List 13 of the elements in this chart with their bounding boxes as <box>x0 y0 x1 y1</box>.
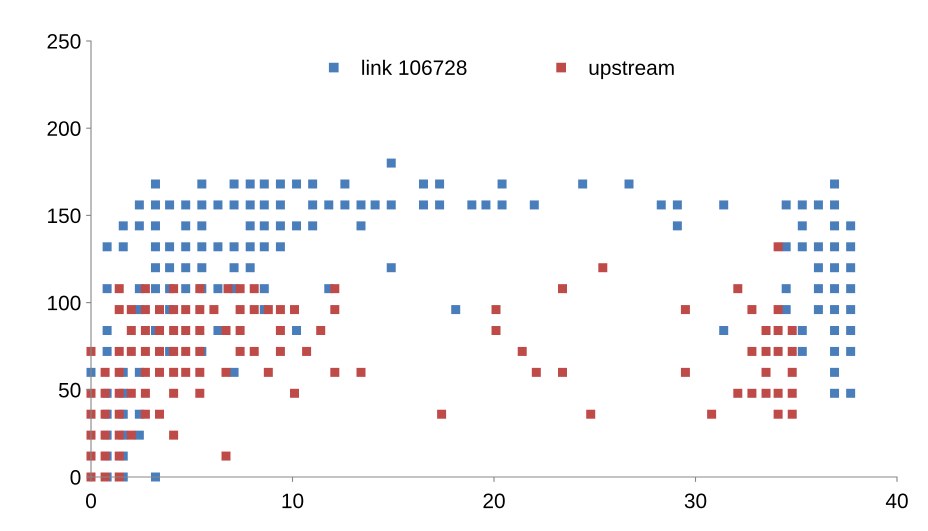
y-tick-label: 0 <box>70 470 80 485</box>
x-tick-label: 30 <box>684 494 706 508</box>
y-tick-label: 250 <box>48 34 80 49</box>
x-tick-label: 40 <box>886 494 908 508</box>
legend-label: upstream <box>590 61 674 80</box>
y-tick-label: 150 <box>48 208 80 224</box>
y-tick-label: 50 <box>58 382 80 398</box>
y-tick-label: 200 <box>48 121 80 136</box>
x-tick-label: 20 <box>483 494 505 508</box>
x-tick-label: 10 <box>282 494 304 508</box>
y-tick-label: 100 <box>48 296 80 310</box>
x-tick-label: 0 <box>86 494 96 508</box>
legend-label: link 106728 <box>362 60 467 76</box>
